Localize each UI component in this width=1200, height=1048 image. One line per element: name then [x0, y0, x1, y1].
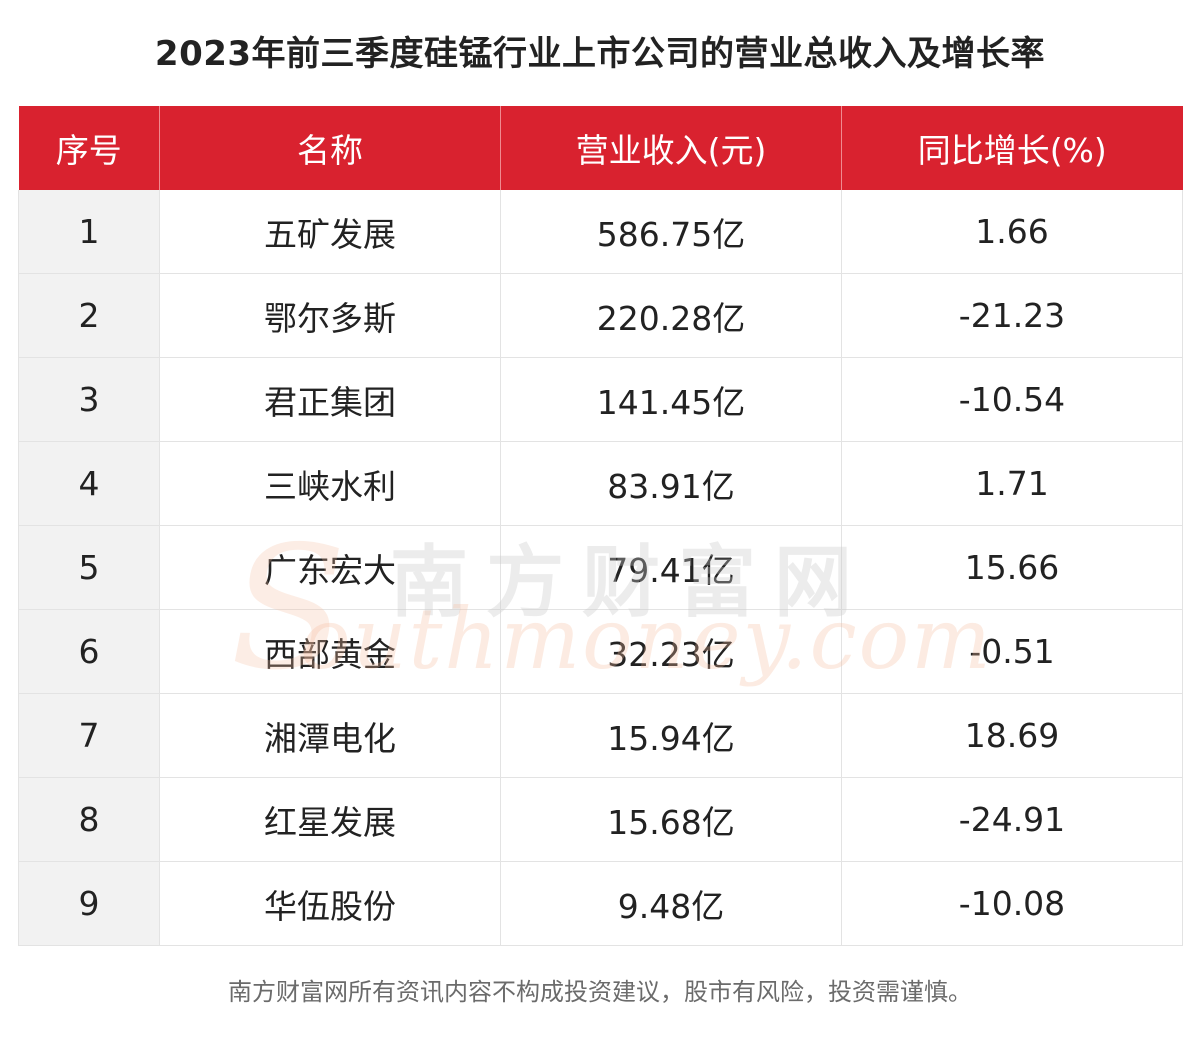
table-row: 6 西部黄金 32.23亿 -0.51	[18, 609, 1183, 694]
table-row: 3 君正集团 141.45亿 -10.54	[18, 357, 1183, 442]
table-header-row: 序号 名称 营业收入(元) 同比增长(%)	[18, 106, 1183, 190]
cell-growth: 1.71	[841, 441, 1183, 526]
cell-company-name: 广东宏大	[159, 525, 501, 610]
column-header-name: 名称	[159, 106, 501, 190]
cell-index: 6	[18, 609, 160, 694]
cell-index: 5	[18, 525, 160, 610]
cell-growth: -0.51	[841, 609, 1183, 694]
cell-index: 4	[18, 441, 160, 526]
cell-revenue: 141.45亿	[500, 357, 842, 442]
cell-revenue: 83.91亿	[500, 441, 842, 526]
data-table: 序号 名称 营业收入(元) 同比增长(%) 1 五矿发展 586.75亿 1.66 2 鄂…	[18, 106, 1183, 946]
data-table-container: 序号 名称 营业收入(元) 同比增长(%) 1 五矿发展 586.75亿 1.66 2 鄂…	[18, 106, 1183, 946]
cell-index: 7	[18, 693, 160, 778]
cell-company-name: 华伍股份	[159, 861, 501, 946]
cell-growth: -10.08	[841, 861, 1183, 946]
cell-company-name: 三峡水利	[159, 441, 501, 526]
column-header-revenue: 营业收入(元)	[500, 106, 842, 190]
cell-index: 3	[18, 357, 160, 442]
cell-company-name: 湘潭电化	[159, 693, 501, 778]
cell-company-name: 西部黄金	[159, 609, 501, 694]
cell-growth: -21.23	[841, 273, 1183, 358]
cell-growth: -24.91	[841, 777, 1183, 862]
cell-index: 8	[18, 777, 160, 862]
chart-title: 2023年前三季度硅锰行业上市公司的营业总收入及增长率	[154, 34, 1046, 74]
cell-revenue: 9.48亿	[500, 861, 842, 946]
column-header-index: 序号	[18, 106, 160, 190]
cell-company-name: 五矿发展	[159, 190, 501, 274]
table-row: 4 三峡水利 83.91亿 1.71	[18, 441, 1183, 526]
cell-company-name: 鄂尔多斯	[159, 273, 501, 358]
table-row: 5 广东宏大 79.41亿 15.66	[18, 525, 1183, 610]
table-row: 1 五矿发展 586.75亿 1.66	[18, 190, 1183, 274]
table-row: 8 红星发展 15.68亿 -24.91	[18, 777, 1183, 862]
cell-revenue: 32.23亿	[500, 609, 842, 694]
table-row: 9 华伍股份 9.48亿 -10.08	[18, 861, 1183, 946]
cell-growth: 1.66	[841, 190, 1183, 274]
table-row: 2 鄂尔多斯 220.28亿 -21.23	[18, 273, 1183, 358]
cell-revenue: 79.41亿	[500, 525, 842, 610]
cell-index: 9	[18, 861, 160, 946]
cell-revenue: 15.68亿	[500, 777, 842, 862]
cell-revenue: 586.75亿	[500, 190, 842, 274]
cell-growth: -10.54	[841, 357, 1183, 442]
column-header-growth: 同比增长(%)	[841, 106, 1183, 190]
cell-index: 1	[18, 190, 160, 274]
cell-revenue: 15.94亿	[500, 693, 842, 778]
cell-growth: 15.66	[841, 525, 1183, 610]
table-row: 7 湘潭电化 15.94亿 18.69	[18, 693, 1183, 778]
cell-index: 2	[18, 273, 160, 358]
cell-company-name: 君正集团	[159, 357, 501, 442]
cell-revenue: 220.28亿	[500, 273, 842, 358]
cell-growth: 18.69	[841, 693, 1183, 778]
cell-company-name: 红星发展	[159, 777, 501, 862]
table-body: 1 五矿发展 586.75亿 1.66 2 鄂尔多斯 220.28亿 -21.23 3 君正集团 1…	[18, 190, 1183, 946]
disclaimer-footer: 南方财富网所有资讯内容不构成投资建议，股市有风险，投资需谨慎。	[228, 978, 972, 1006]
